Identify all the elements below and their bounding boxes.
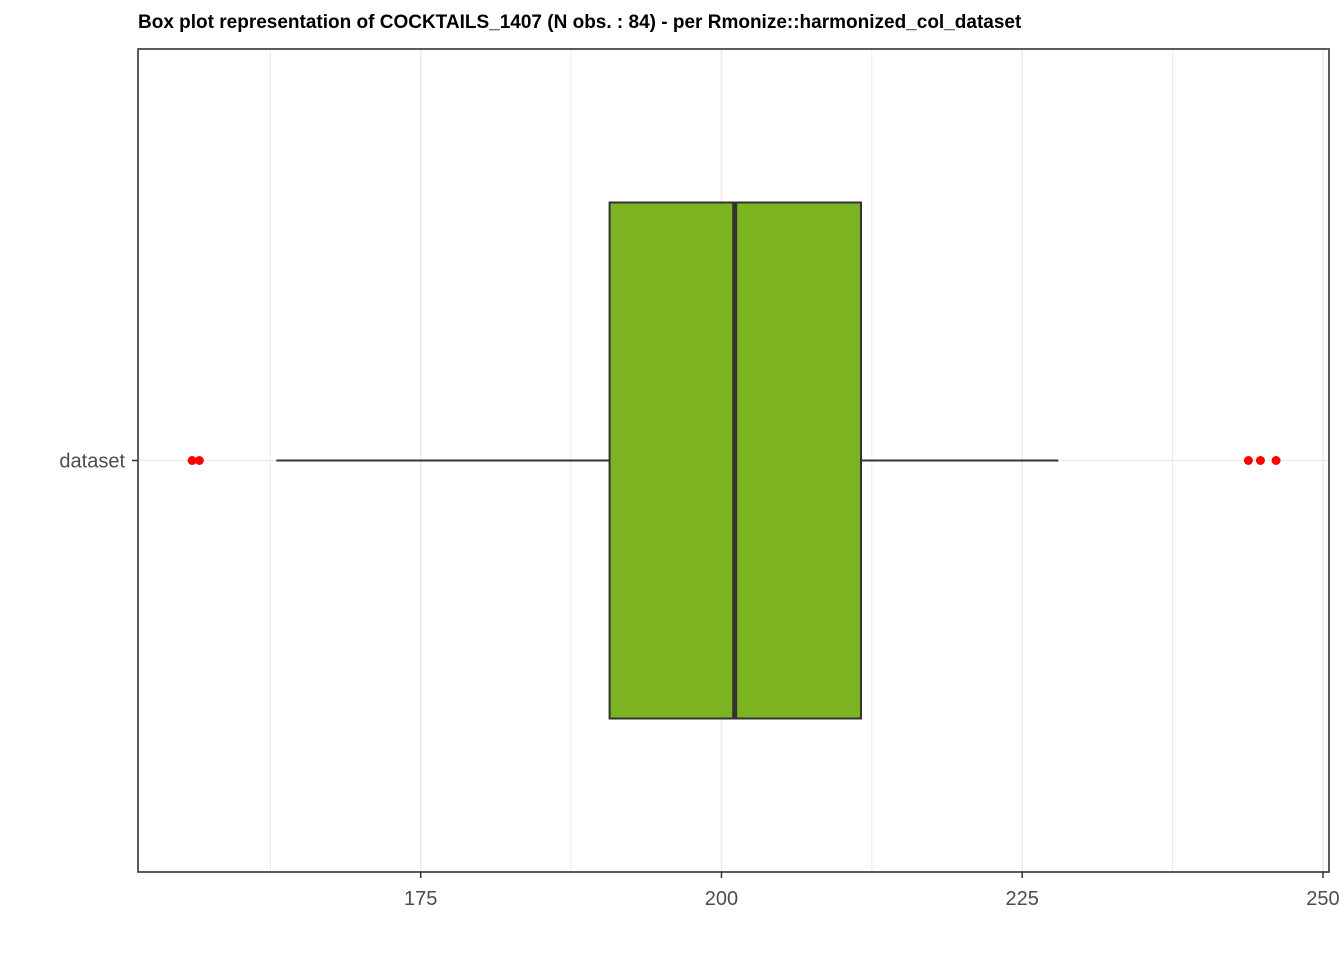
- outlier-point: [194, 456, 204, 465]
- x-tick-label: 225: [1006, 888, 1039, 910]
- box-layer: [187, 201, 1281, 720]
- x-tick-label: 175: [404, 888, 437, 910]
- outlier-point: [187, 456, 197, 465]
- outlier-point: [1271, 456, 1281, 465]
- outlier-point: [1255, 456, 1265, 465]
- outlier-point: [1243, 456, 1253, 465]
- axis-layer: 175 200 225 250 dataset: [59, 451, 1339, 911]
- x-tick-label: 200: [705, 888, 738, 910]
- x-tick-label: 250: [1306, 888, 1339, 910]
- y-tick-label: dataset: [59, 451, 125, 473]
- chart-title: Box plot representation of COCKTAILS_140…: [138, 12, 1022, 33]
